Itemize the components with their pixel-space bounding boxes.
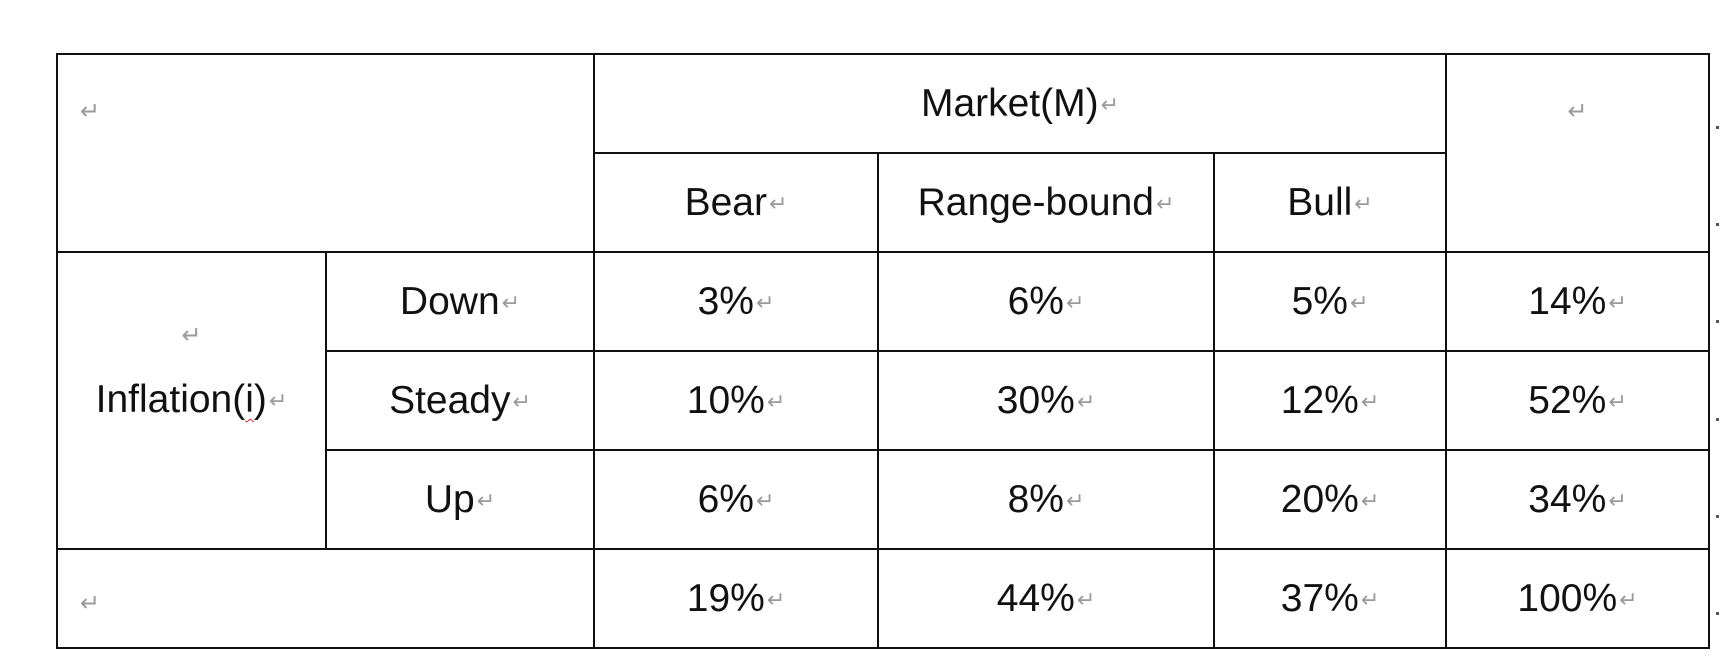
row-end-marker: [1716, 515, 1719, 518]
cell-steady-range-bound: 30%↵: [877, 350, 1215, 451]
cell-steady-bull: 12%↵: [1213, 350, 1447, 451]
totals-label-cell: ↵: [56, 548, 595, 649]
row-end-marker: [1716, 223, 1719, 226]
cell-up-range-bound: 8%↵: [877, 449, 1215, 550]
row-label-down: Down↵: [325, 251, 595, 352]
table-row-down: ↵ Inflation(i)↵ x Down↵ 3%↵ 6%↵ 5%↵ 14%↵: [56, 251, 1710, 550]
cell-total-range-bound: 44%↵: [877, 548, 1215, 649]
row-end-marker: [1716, 418, 1719, 421]
row-end-marker: [1716, 320, 1719, 323]
cell-total-bear: 19%↵: [593, 548, 879, 649]
row-end-marker: [1716, 126, 1719, 129]
paragraph-mark: ↵: [80, 98, 101, 125]
total-header-cell: ↵: [1445, 53, 1710, 253]
cell-down-bull: 5%↵: [1213, 251, 1447, 352]
paragraph-mark: ↵: [181, 322, 202, 349]
cell-total-bull: 37%↵: [1213, 548, 1447, 649]
cell-down-range-bound: 6%↵: [877, 251, 1215, 352]
row-label-steady: Steady↵: [325, 350, 595, 451]
cell-up-bear: 6%↵: [593, 449, 879, 550]
column-header-range-bound: Range-bound↵: [877, 152, 1215, 253]
inflation-group-label: ↵ Inflation(i)↵ x: [56, 251, 327, 550]
cell-down-bear: 3%↵: [593, 251, 879, 352]
joint-probability-table: ↵ Market(M)↵ ↵ Bear↵ Range-bound↵ Bull↵ …: [56, 53, 1710, 649]
header-row-2: Bear↵ Range-bound↵ Bull↵: [57, 152, 1709, 253]
inflation-label: Inflation(i): [95, 378, 267, 421]
table-row-totals: ↵ 19%↵ 44%↵ 37%↵ 100%↵: [56, 548, 1710, 649]
row-end-marker: [1716, 612, 1719, 615]
header-row-1: ↵ Market(M)↵ ↵: [56, 53, 1710, 253]
paragraph-mark: ↵: [80, 590, 101, 617]
cell-steady-total: 52%↵: [1445, 350, 1710, 451]
cell-up-bull: 20%↵: [1213, 449, 1447, 550]
cell-down-total: 14%↵: [1445, 251, 1710, 352]
corner-cell: ↵: [56, 53, 595, 253]
cell-up-total: 34%↵: [1445, 449, 1710, 550]
cell-grand-total: 100%↵: [1445, 548, 1710, 649]
probability-table-container: ↵ Market(M)↵ ↵ Bear↵ Range-bound↵ Bull↵ …: [56, 53, 1710, 649]
paragraph-mark: ↵: [1567, 98, 1588, 125]
table-row-steady: Steady↵ 10%↵ 30%↵ 12%↵ 52%↵: [57, 350, 1710, 451]
table-row-up: Up↵ 6%↵ 8%↵ 20%↵ 34%↵: [57, 449, 1710, 550]
column-header-bull: Bull↵: [1213, 152, 1447, 253]
column-header-bear: Bear↵: [593, 152, 879, 253]
cell-steady-bear: 10%↵: [593, 350, 879, 451]
row-label-up: Up↵: [325, 449, 595, 550]
market-header: Market(M)↵: [593, 53, 1447, 154]
